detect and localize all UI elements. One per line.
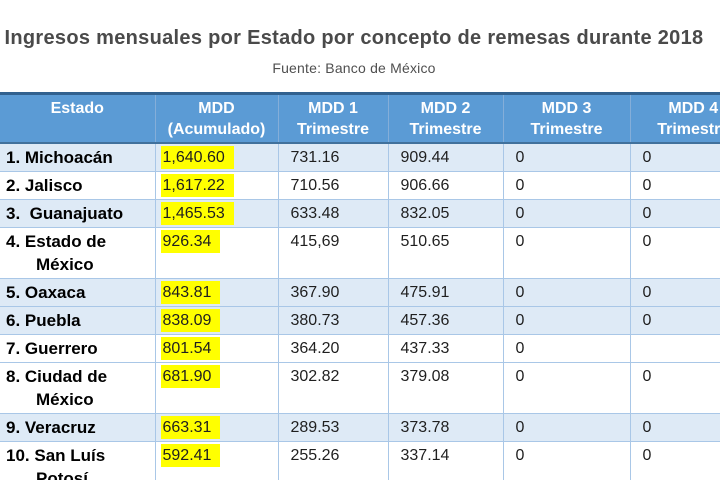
acumulado-cell: 1,617.22 bbox=[154, 171, 279, 200]
t1-cell: 731.16 bbox=[277, 142, 389, 172]
t4-cell: 0 bbox=[629, 171, 720, 200]
acumulado-cell: 681.90 bbox=[154, 362, 279, 414]
col-header-mdd-t2: MDD 2 Trimestre bbox=[387, 92, 503, 144]
highlighted-value: 592.41 bbox=[160, 444, 221, 467]
t4-cell: 0 bbox=[629, 362, 720, 414]
t1-cell: 255.26 bbox=[277, 441, 389, 480]
estado-cell: 4. Estado de México bbox=[0, 227, 156, 279]
t3-cell: 0 bbox=[502, 306, 631, 335]
col-header-estado: Estado bbox=[0, 92, 155, 144]
t4-cell bbox=[629, 334, 720, 363]
t1-cell: 415,69 bbox=[277, 227, 389, 279]
estado-cell: 10. San Luís Potosí bbox=[0, 441, 156, 480]
t2-cell: 832.05 bbox=[387, 199, 504, 228]
table-row-guanajuato: 3. Guanajuato 1,465.53 633.48 832.05 0 0 bbox=[0, 199, 720, 228]
t3-cell: 0 bbox=[502, 278, 631, 307]
t3-cell: 0 bbox=[502, 441, 631, 480]
t3-cell: 0 bbox=[502, 362, 631, 414]
col-header-mdd-t4: MDD 4Trimestre bbox=[629, 92, 720, 144]
t1-cell: 380.73 bbox=[277, 306, 389, 335]
t3-cell: 0 bbox=[502, 227, 631, 279]
table-row-veracruz: 9. Veracruz 663.31 289.53 373.78 0 0 bbox=[0, 413, 720, 442]
t3-cell: 0 bbox=[502, 199, 631, 228]
acumulado-cell: 843.81 bbox=[154, 278, 279, 307]
t3-cell: 0 bbox=[502, 171, 631, 200]
acumulado-cell: 801.54 bbox=[154, 334, 279, 363]
t4-cell: 0 bbox=[629, 199, 720, 228]
page-title: Ingresos mensuales por Estado por concep… bbox=[4, 27, 704, 49]
estado-cell: 8. Ciudad de México bbox=[0, 362, 156, 414]
t3-cell: 0 bbox=[502, 142, 631, 172]
t1-cell: 633.48 bbox=[277, 199, 389, 228]
acumulado-cell: 663.31 bbox=[154, 413, 279, 442]
table-row-puebla: 6. Puebla 838.09 380.73 457.36 0 0 bbox=[0, 306, 720, 335]
col-header-mdd-acumulado: MDD (Acumulado) bbox=[154, 92, 278, 144]
table-row-guerrero: 7. Guerrero 801.54 364.20 437.33 0 bbox=[0, 334, 720, 363]
estado-cell: 9. Veracruz bbox=[0, 413, 156, 442]
t1-cell: 710.56 bbox=[277, 171, 389, 200]
t2-cell: 379.08 bbox=[387, 362, 504, 414]
t1-cell: 289.53 bbox=[277, 413, 389, 442]
t2-cell: 906.66 bbox=[387, 171, 504, 200]
table-row-estado-de-mexico: 4. Estado de México 926.34 415,69 510.65 … bbox=[0, 227, 720, 279]
highlighted-value: 926.34 bbox=[160, 230, 221, 253]
t4-cell: 0 bbox=[629, 278, 720, 307]
remittances-table: Estado MDD (Acumulado) MDD 1 Trimestre MDD… bbox=[0, 92, 720, 480]
acumulado-cell: 926.34 bbox=[154, 227, 279, 279]
highlighted-value: 801.54 bbox=[160, 337, 221, 360]
t3-cell: 0 bbox=[502, 413, 631, 442]
t2-cell: 337.14 bbox=[387, 441, 504, 480]
acumulado-cell: 592.41 bbox=[154, 441, 279, 480]
table-header: Estado MDD (Acumulado) MDD 1 Trimestre MDD… bbox=[0, 92, 720, 144]
page-subtitle: Fuente: Banco de México bbox=[272, 60, 436, 76]
acumulado-cell: 838.09 bbox=[154, 306, 279, 335]
highlighted-value: 1,640.60 bbox=[160, 146, 234, 169]
t1-cell: 302.82 bbox=[277, 362, 389, 414]
highlighted-value: 681.90 bbox=[160, 365, 221, 388]
table-row-michoacan: 1. Michoacán 1,640.60 731.16 909.44 0 0 bbox=[0, 142, 720, 172]
table-row-oaxaca: 5. Oaxaca 843.81 367.90 475.91 0 0 bbox=[0, 278, 720, 307]
t2-cell: 510.65 bbox=[387, 227, 504, 279]
t2-cell: 457.36 bbox=[387, 306, 504, 335]
t4-cell: 0 bbox=[629, 413, 720, 442]
estado-cell: 6. Puebla bbox=[0, 306, 156, 335]
acumulado-cell: 1,640.60 bbox=[154, 142, 279, 172]
t2-cell: 437.33 bbox=[387, 334, 504, 363]
estado-cell: 2. Jalisco bbox=[0, 171, 156, 200]
t4-cell: 0 bbox=[629, 306, 720, 335]
t2-cell: 909.44 bbox=[387, 142, 504, 172]
estado-cell: 5. Oaxaca bbox=[0, 278, 156, 307]
highlighted-value: 838.09 bbox=[160, 309, 221, 332]
t4-cell: 0 bbox=[629, 441, 720, 480]
t4-cell: 0 bbox=[629, 227, 720, 279]
estado-cell: 3. Guanajuato bbox=[0, 199, 156, 228]
t2-cell: 475.91 bbox=[387, 278, 504, 307]
t4-cell: 0 bbox=[629, 142, 720, 172]
estado-cell: 1. Michoacán bbox=[0, 142, 156, 172]
table-row-jalisco: 2. Jalisco 1,617.22 710.56 906.66 0 0 bbox=[0, 171, 720, 200]
acumulado-cell: 1,465.53 bbox=[154, 199, 279, 228]
col-header-mdd-t3: MDD 3 Trimestre bbox=[502, 92, 630, 144]
t3-cell: 0 bbox=[502, 334, 631, 363]
highlighted-value: 843.81 bbox=[160, 281, 221, 304]
t2-cell: 373.78 bbox=[387, 413, 504, 442]
t1-cell: 367.90 bbox=[277, 278, 389, 307]
highlighted-value: 1,465.53 bbox=[160, 202, 234, 225]
estado-cell: 7. Guerrero bbox=[0, 334, 156, 363]
table-row-ciudad-de-mexico: 8. Ciudad de México 681.90 302.82 379.08 … bbox=[0, 362, 720, 414]
col-header-mdd-t1: MDD 1 Trimestre bbox=[277, 92, 388, 144]
t1-cell: 364.20 bbox=[277, 334, 389, 363]
highlighted-value: 1,617.22 bbox=[160, 174, 234, 197]
highlighted-value: 663.31 bbox=[160, 416, 221, 439]
table-row-san-luis-potosi: 10. San Luís Potosí 592.41 255.26 337.14 … bbox=[0, 441, 720, 480]
